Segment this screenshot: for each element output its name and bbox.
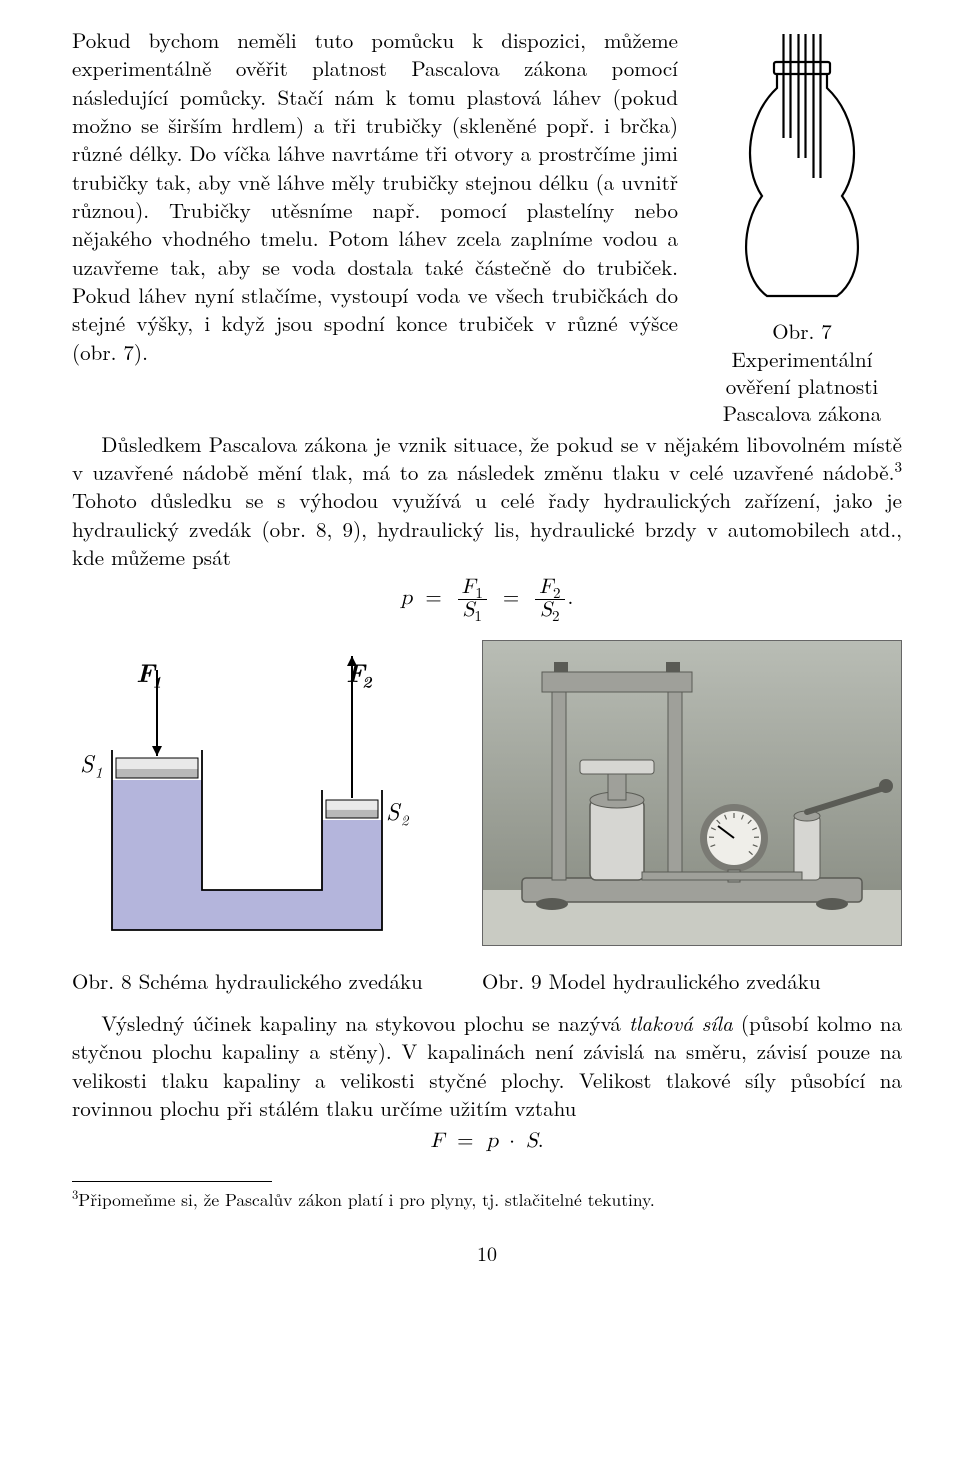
paragraph-1: Pokud bychom neměli tuto pomůcku k dispo… (72, 26, 678, 366)
paragraph-3a: Výsledný účinek kapaliny na stykovou plo… (101, 1008, 629, 1038)
eq-eq2: = (503, 588, 519, 609)
eq2-p: p (487, 1131, 499, 1152)
svg-text:S: S (80, 745, 96, 779)
svg-text:2: 2 (362, 670, 372, 693)
figure-7-bottle (717, 26, 887, 306)
paragraph-2a: Důsledkem Pascalova zákona je vznik situ… (72, 429, 902, 487)
eq-F2-sub: 2 (553, 586, 561, 601)
svg-text:S: S (386, 793, 402, 827)
eq-eq1: = (425, 588, 441, 609)
svg-text:2: 2 (401, 810, 410, 831)
figure-7-label: Obr. 7 (772, 316, 832, 346)
eq-S1-sub: 1 (474, 609, 482, 624)
footnote-rule (72, 1181, 272, 1182)
eq-dot: . (568, 588, 574, 609)
paragraph-2b: Tohoto důsledku se s výhodou využívá u c… (72, 485, 902, 572)
eq-S1-den: S (463, 600, 475, 621)
figure-7-captiontext: Experimentální ověření platnosti Pascalo… (723, 344, 881, 429)
eq2-F: F (430, 1131, 444, 1152)
svg-text:1: 1 (152, 670, 162, 693)
eq2-eq: = (457, 1131, 473, 1152)
eq2-S: S (526, 1131, 538, 1152)
footnote-3-text: Připomeňme si, že Pascalův zákon platí i… (78, 1187, 654, 1212)
figure-9-caption: Obr. 9 Model hydraulického zvedáku (482, 967, 902, 995)
figure-8-hydraulic-scheme: F1F2S1S2 (72, 650, 452, 950)
eq-S2-sub: 2 (552, 609, 560, 624)
footnote-mark-3: 3 (894, 456, 902, 477)
eq2-cdot: · (509, 1131, 515, 1152)
eq-S2-den: S (540, 600, 552, 621)
eq-F1-num: F (462, 577, 476, 598)
eq2-dot: . (538, 1131, 544, 1152)
figure-7-caption: Obr. 7 Experimentální ověření platnosti … (702, 318, 902, 427)
equation-pressure-ratio: p = F1 S1 = F2 S2 . (72, 577, 902, 622)
paragraph-2: Důsledkem Pascalova zákona je vznik situ… (72, 430, 902, 572)
term-tlakova-sila: tlaková síla (629, 1008, 733, 1038)
figure-8-caption: Obr. 8 Schéma hydraulického zvedáku (72, 967, 452, 995)
svg-text:1: 1 (95, 762, 103, 783)
equation-force: F = p · S. (72, 1128, 902, 1156)
paragraph-3: Výsledný účinek kapaliny na stykovou plo… (72, 1009, 902, 1122)
page-number: 10 (72, 1239, 902, 1266)
eq-F1-sub: 1 (475, 586, 483, 601)
figure-9-hydraulic-photo (482, 640, 902, 946)
eq-lhs-p: p (401, 588, 413, 609)
eq-F2-num: F (539, 577, 553, 598)
footnote-3: 3Připomeňme si, že Pascalův zákon platí … (72, 1188, 902, 1212)
